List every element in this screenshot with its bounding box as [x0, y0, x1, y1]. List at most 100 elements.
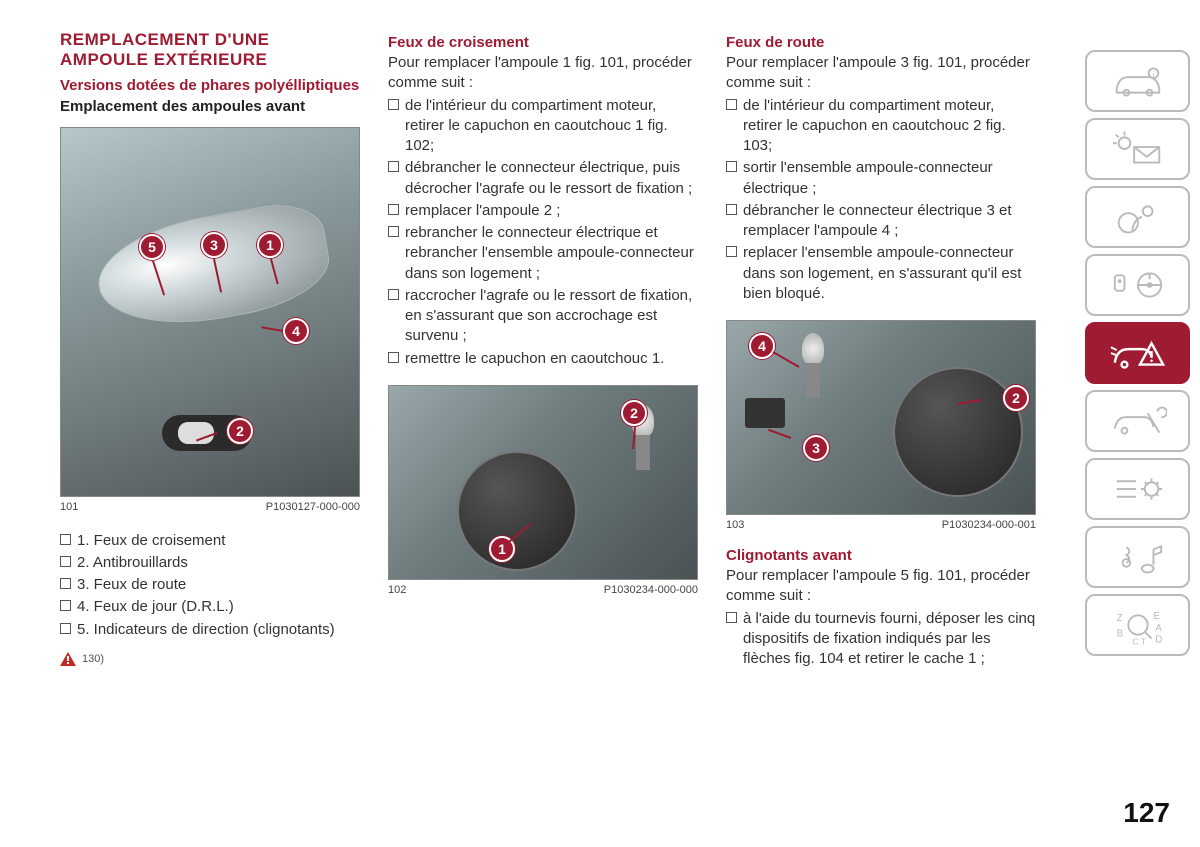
manual-page: REMPLACEMENT D'UNE AMPOULE EXTÉRIEURE Ve…: [0, 0, 1200, 847]
callout-1: 1: [257, 232, 283, 258]
callout-2: 2: [621, 400, 647, 426]
leader-4: [261, 326, 283, 332]
bullet-icon: [388, 289, 399, 300]
svg-text:Z: Z: [1116, 613, 1122, 624]
intro-text-2: Pour remplacer l'ampoule 5 fig. 101, pro…: [726, 566, 1036, 607]
bullet-icon: [388, 161, 399, 172]
legend-item: 2. Antibrouillards: [60, 553, 360, 573]
warning-ref-text: 130): [82, 653, 104, 665]
bullet-icon: [726, 161, 737, 172]
tab-technical-data[interactable]: [1085, 458, 1190, 520]
subheading-emplacement: Emplacement des ampoules avant: [60, 98, 360, 115]
column-3: Feux de route Pour remplacer l'ampoule 3…: [726, 30, 1036, 827]
step-text: raccrocher l'agrafe ou le ressort de fix…: [405, 286, 698, 347]
step-text: sortir l'ensemble ampoule-connecteur éle…: [743, 158, 1036, 199]
bullet-icon: [60, 600, 71, 611]
figure-102-id: 102: [388, 584, 406, 596]
step-text: débrancher le connecteur électrique 3 et…: [743, 201, 1036, 242]
tab-vehicle-info[interactable]: i: [1085, 50, 1190, 112]
legend-item: 4. Feux de jour (D.R.L.): [60, 597, 360, 617]
step-item: remplacer l'ampoule 2 ;: [388, 201, 698, 221]
bullet-icon: [388, 226, 399, 237]
alpha-index-icon: ZBEADC T: [1109, 604, 1167, 646]
tab-multimedia[interactable]: [1085, 526, 1190, 588]
step-text: de l'intérieur du compartiment moteur, r…: [405, 96, 698, 157]
bullet-icon: [388, 352, 399, 363]
step-text: à l'aide du tournevis fourni, déposer le…: [743, 609, 1036, 670]
figure-101-code: P1030127-000-000: [266, 501, 360, 513]
tab-index[interactable]: ZBEADC T: [1085, 594, 1190, 656]
step-item: sortir l'ensemble ampoule-connecteur éle…: [726, 158, 1036, 199]
svg-text:B: B: [1116, 629, 1122, 640]
column-2: Feux de croisement Pour remplacer l'ampo…: [388, 30, 698, 827]
bulb-shape: [782, 333, 842, 413]
bullet-icon: [726, 612, 737, 623]
warning-reference: 130): [60, 652, 360, 666]
step-item: de l'intérieur du compartiment moteur, r…: [726, 96, 1036, 157]
car-wrench-icon: [1109, 400, 1167, 442]
bullet-icon: [388, 204, 399, 215]
step-item: débrancher le connecteur électrique, pui…: [388, 158, 698, 199]
figure-101-caption: 101 P1030127-000-000: [60, 501, 360, 513]
callout-2: 2: [1003, 385, 1029, 411]
figure-101-id: 101: [60, 501, 78, 513]
step-text: de l'intérieur du compartiment moteur, r…: [743, 96, 1036, 157]
bullet-icon: [60, 623, 71, 634]
tab-indicators[interactable]: [1085, 118, 1190, 180]
callout-3: 3: [201, 232, 227, 258]
tab-safety[interactable]: [1085, 186, 1190, 248]
figure-103-image: 2 3 4: [726, 320, 1036, 515]
callout-2: 2: [227, 418, 253, 444]
svg-text:C T: C T: [1132, 636, 1147, 646]
heading-feux-route: Feux de route: [726, 34, 1036, 51]
car-info-icon: i: [1109, 60, 1167, 102]
legend-text: 2. Antibrouillards: [77, 553, 188, 573]
svg-text:D: D: [1155, 634, 1162, 645]
figure-102-image: 1 2: [388, 385, 698, 580]
bullet-icon: [388, 99, 399, 110]
bullet-icon: [60, 534, 71, 545]
car-warning-icon: [1109, 332, 1167, 374]
tab-starting-driving[interactable]: [1085, 254, 1190, 316]
step-item: débrancher le connecteur électrique 3 et…: [726, 201, 1036, 242]
step-text: remettre le capuchon en caoutchouc 1.: [405, 349, 664, 369]
legend-item: 1. Feux de croisement: [60, 531, 360, 551]
tab-emergency[interactable]: [1085, 322, 1190, 384]
figure-102-caption: 102 P1030234-000-000: [388, 584, 698, 596]
step-text: débrancher le connecteur électrique, pui…: [405, 158, 698, 199]
svg-text:i: i: [1152, 70, 1154, 79]
key-steering-icon: [1109, 264, 1167, 306]
figure-101-image: 1 2 3 4 5: [60, 127, 360, 497]
intro-text: Pour remplacer l'ampoule 3 fig. 101, pro…: [726, 53, 1036, 94]
step-item: replacer l'ensemble ampoule-connecteur d…: [726, 243, 1036, 304]
bullet-icon: [726, 99, 737, 110]
step-item: rebrancher le connecteur électrique et r…: [388, 223, 698, 284]
step-item: raccrocher l'agrafe ou le ressort de fix…: [388, 286, 698, 347]
headlight-shape: [90, 196, 337, 338]
legend-text: 5. Indicateurs de direction (clignotants…: [77, 620, 335, 640]
step-item: à l'aide du tournevis fourni, déposer le…: [726, 609, 1036, 670]
light-envelope-icon: [1109, 128, 1167, 170]
multimedia-icon: [1109, 536, 1167, 578]
step-item: de l'intérieur du compartiment moteur, r…: [388, 96, 698, 157]
figure-103-caption: 103 P1030234-000-001: [726, 519, 1036, 531]
callout-5: 5: [139, 234, 165, 260]
figure-102: 1 2 102 P1030234-000-000: [388, 385, 698, 596]
figure-103-id: 103: [726, 519, 744, 531]
airbag-icon: [1109, 196, 1167, 238]
main-heading: REMPLACEMENT D'UNE AMPOULE EXTÉRIEURE: [60, 30, 360, 71]
legend-text: 3. Feux de route: [77, 575, 186, 595]
legend-text: 1. Feux de croisement: [77, 531, 225, 551]
rubber-cap-shape: [457, 451, 577, 571]
heading-feux-croisement: Feux de croisement: [388, 34, 698, 51]
legend-item: 5. Indicateurs de direction (clignotants…: [60, 620, 360, 640]
figure-102-code: P1030234-000-000: [604, 584, 698, 596]
warning-triangle-icon: [60, 652, 76, 666]
rubber-cap-shape: [893, 367, 1023, 497]
step-text: remplacer l'ampoule 2 ;: [405, 201, 560, 221]
tab-maintenance[interactable]: [1085, 390, 1190, 452]
figure-103-code: P1030234-000-001: [942, 519, 1036, 531]
leader-3: [768, 429, 791, 439]
svg-text:E: E: [1153, 611, 1160, 622]
legend-item: 3. Feux de route: [60, 575, 360, 595]
